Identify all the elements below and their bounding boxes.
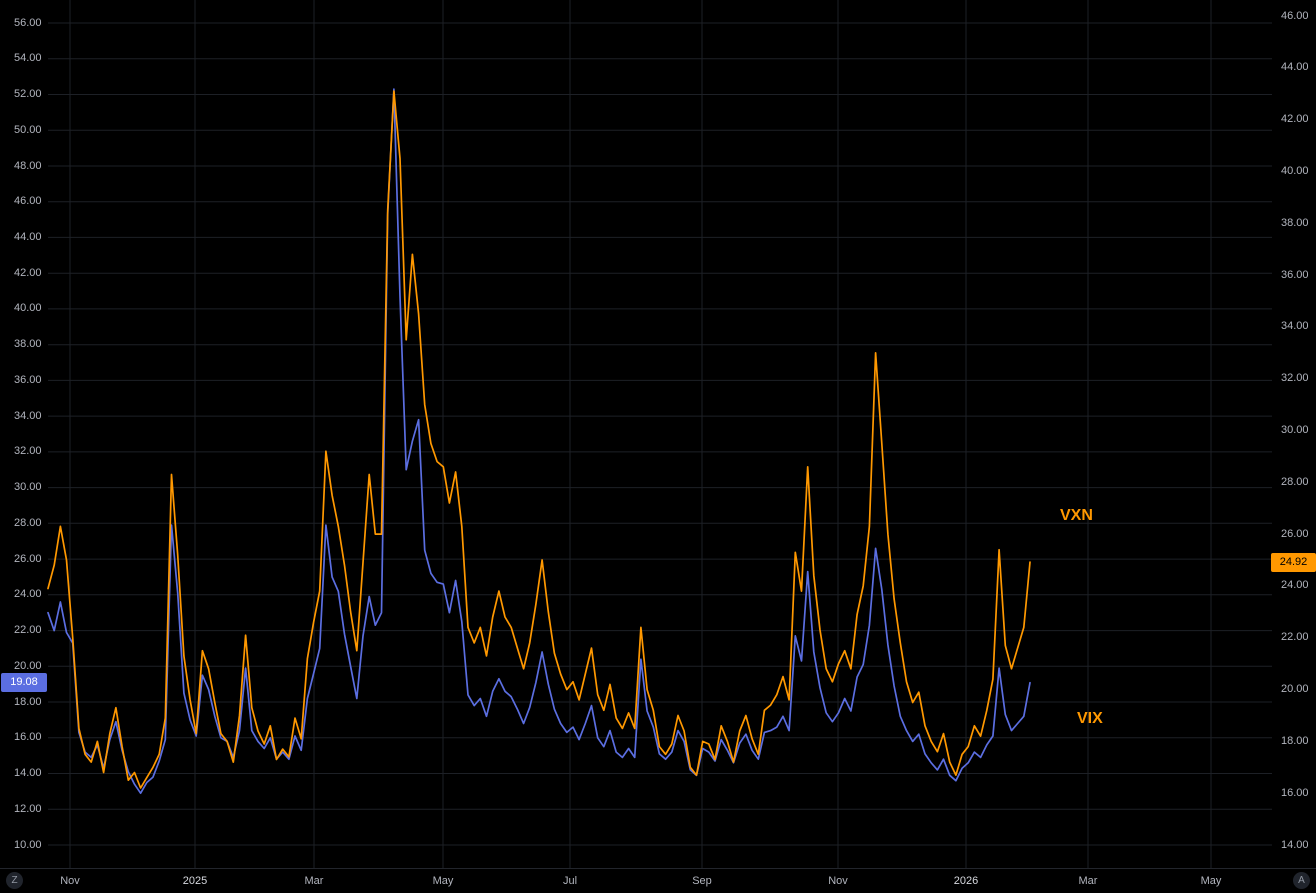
price-axis-label: 30.00 [1281, 424, 1309, 436]
time-axis-label: 2025 [182, 875, 208, 887]
price-axis-label: 44.00 [14, 230, 42, 243]
time-axis-label: May [432, 875, 454, 887]
time-axis-label: 2026 [953, 875, 979, 887]
right-price-axis[interactable]: 14.00 16.00 18.00 20.00 22.00 24.00 26.00 28.00… [1272, 0, 1316, 868]
price-axis-label: 46.00 [1281, 9, 1309, 22]
auto-scale-button[interactable]: A [1293, 872, 1310, 889]
price-axis-label: 28.00 [1281, 475, 1309, 488]
price-axis-label: 32.00 [1281, 372, 1309, 385]
price-axis-label: 14.00 [14, 767, 42, 779]
time-axis-label: May [1200, 875, 1222, 887]
price-axis-label: 26.00 [14, 552, 42, 565]
price-axis-label: 38.00 [1281, 216, 1309, 229]
price-axis-label: 28.00 [14, 516, 42, 529]
price-axis-label: 32.00 [14, 445, 42, 458]
price-axis-label: 24.00 [14, 588, 42, 601]
price-axis-label: 38.00 [14, 338, 42, 351]
price-axis-label: 22.00 [1281, 631, 1309, 644]
price-axis-label: 26.00 [1281, 527, 1309, 540]
price-axis-label: 16.00 [1281, 786, 1309, 799]
left-price-axis[interactable]: 10.00 12.00 14.00 16.00 18.00 20.00 22.00 24.00… [0, 0, 48, 868]
time-axis-label: Mar [1078, 875, 1098, 887]
price-axis-label: 50.00 [14, 123, 42, 136]
time-axis[interactable]: Z Nov 2025 Mar May Jul Sep Nov 2026 Mar May A [0, 868, 1316, 893]
vix-series-label: VIX [1077, 710, 1103, 727]
time-axis-label: Nov [828, 875, 848, 887]
price-axis-label: 30.00 [14, 481, 42, 494]
price-axis-label: 10.00 [14, 838, 42, 851]
price-axis-label: 36.00 [1281, 268, 1309, 281]
time-axis-label: Mar [304, 875, 324, 887]
price-axis-label: 34.00 [1281, 320, 1309, 333]
price-axis-label: 24.00 [1281, 579, 1309, 592]
price-axis-label: 44.00 [1281, 61, 1309, 74]
price-axis-label: 46.00 [14, 195, 42, 208]
price-chart-canvas[interactable] [0, 0, 1316, 868]
price-axis-label: 16.00 [14, 731, 42, 744]
price-axis-label: 36.00 [14, 373, 42, 386]
price-axis-label: 56.00 [14, 16, 42, 29]
vxn-line [47, 90, 1031, 789]
time-axis-label: Sep [692, 875, 712, 887]
price-axis-label: 12.00 [14, 802, 42, 815]
price-axis-label: 18.00 [1281, 734, 1309, 747]
time-axis-label: Jul [562, 875, 578, 887]
price-axis-label: 22.00 [14, 624, 42, 637]
time-axis-label: Nov [60, 875, 80, 887]
price-axis-label: 40.00 [1281, 164, 1309, 177]
timezone-button[interactable]: Z [6, 872, 23, 889]
price-axis-label: 42.00 [1281, 113, 1309, 126]
price-axis-label: 20.00 [14, 659, 42, 672]
price-axis-label: 52.00 [14, 88, 42, 100]
price-axis-label: 42.00 [14, 266, 42, 279]
price-axis-label: 54.00 [14, 52, 42, 65]
price-axis-label: 34.00 [14, 409, 42, 422]
vix-line [47, 88, 1031, 795]
price-axis-label: 14.00 [1281, 838, 1309, 851]
vxn-last-price-badge: 24.92 [1271, 552, 1316, 572]
vxn-series-label: VXN [1060, 507, 1093, 524]
price-axis-label: 20.00 [1281, 683, 1309, 696]
vix-last-price-badge: 19.08 [1, 673, 47, 693]
price-axis-label: 18.00 [14, 695, 42, 708]
price-axis-label: 48.00 [14, 159, 42, 172]
price-axis-label: 40.00 [14, 302, 42, 315]
